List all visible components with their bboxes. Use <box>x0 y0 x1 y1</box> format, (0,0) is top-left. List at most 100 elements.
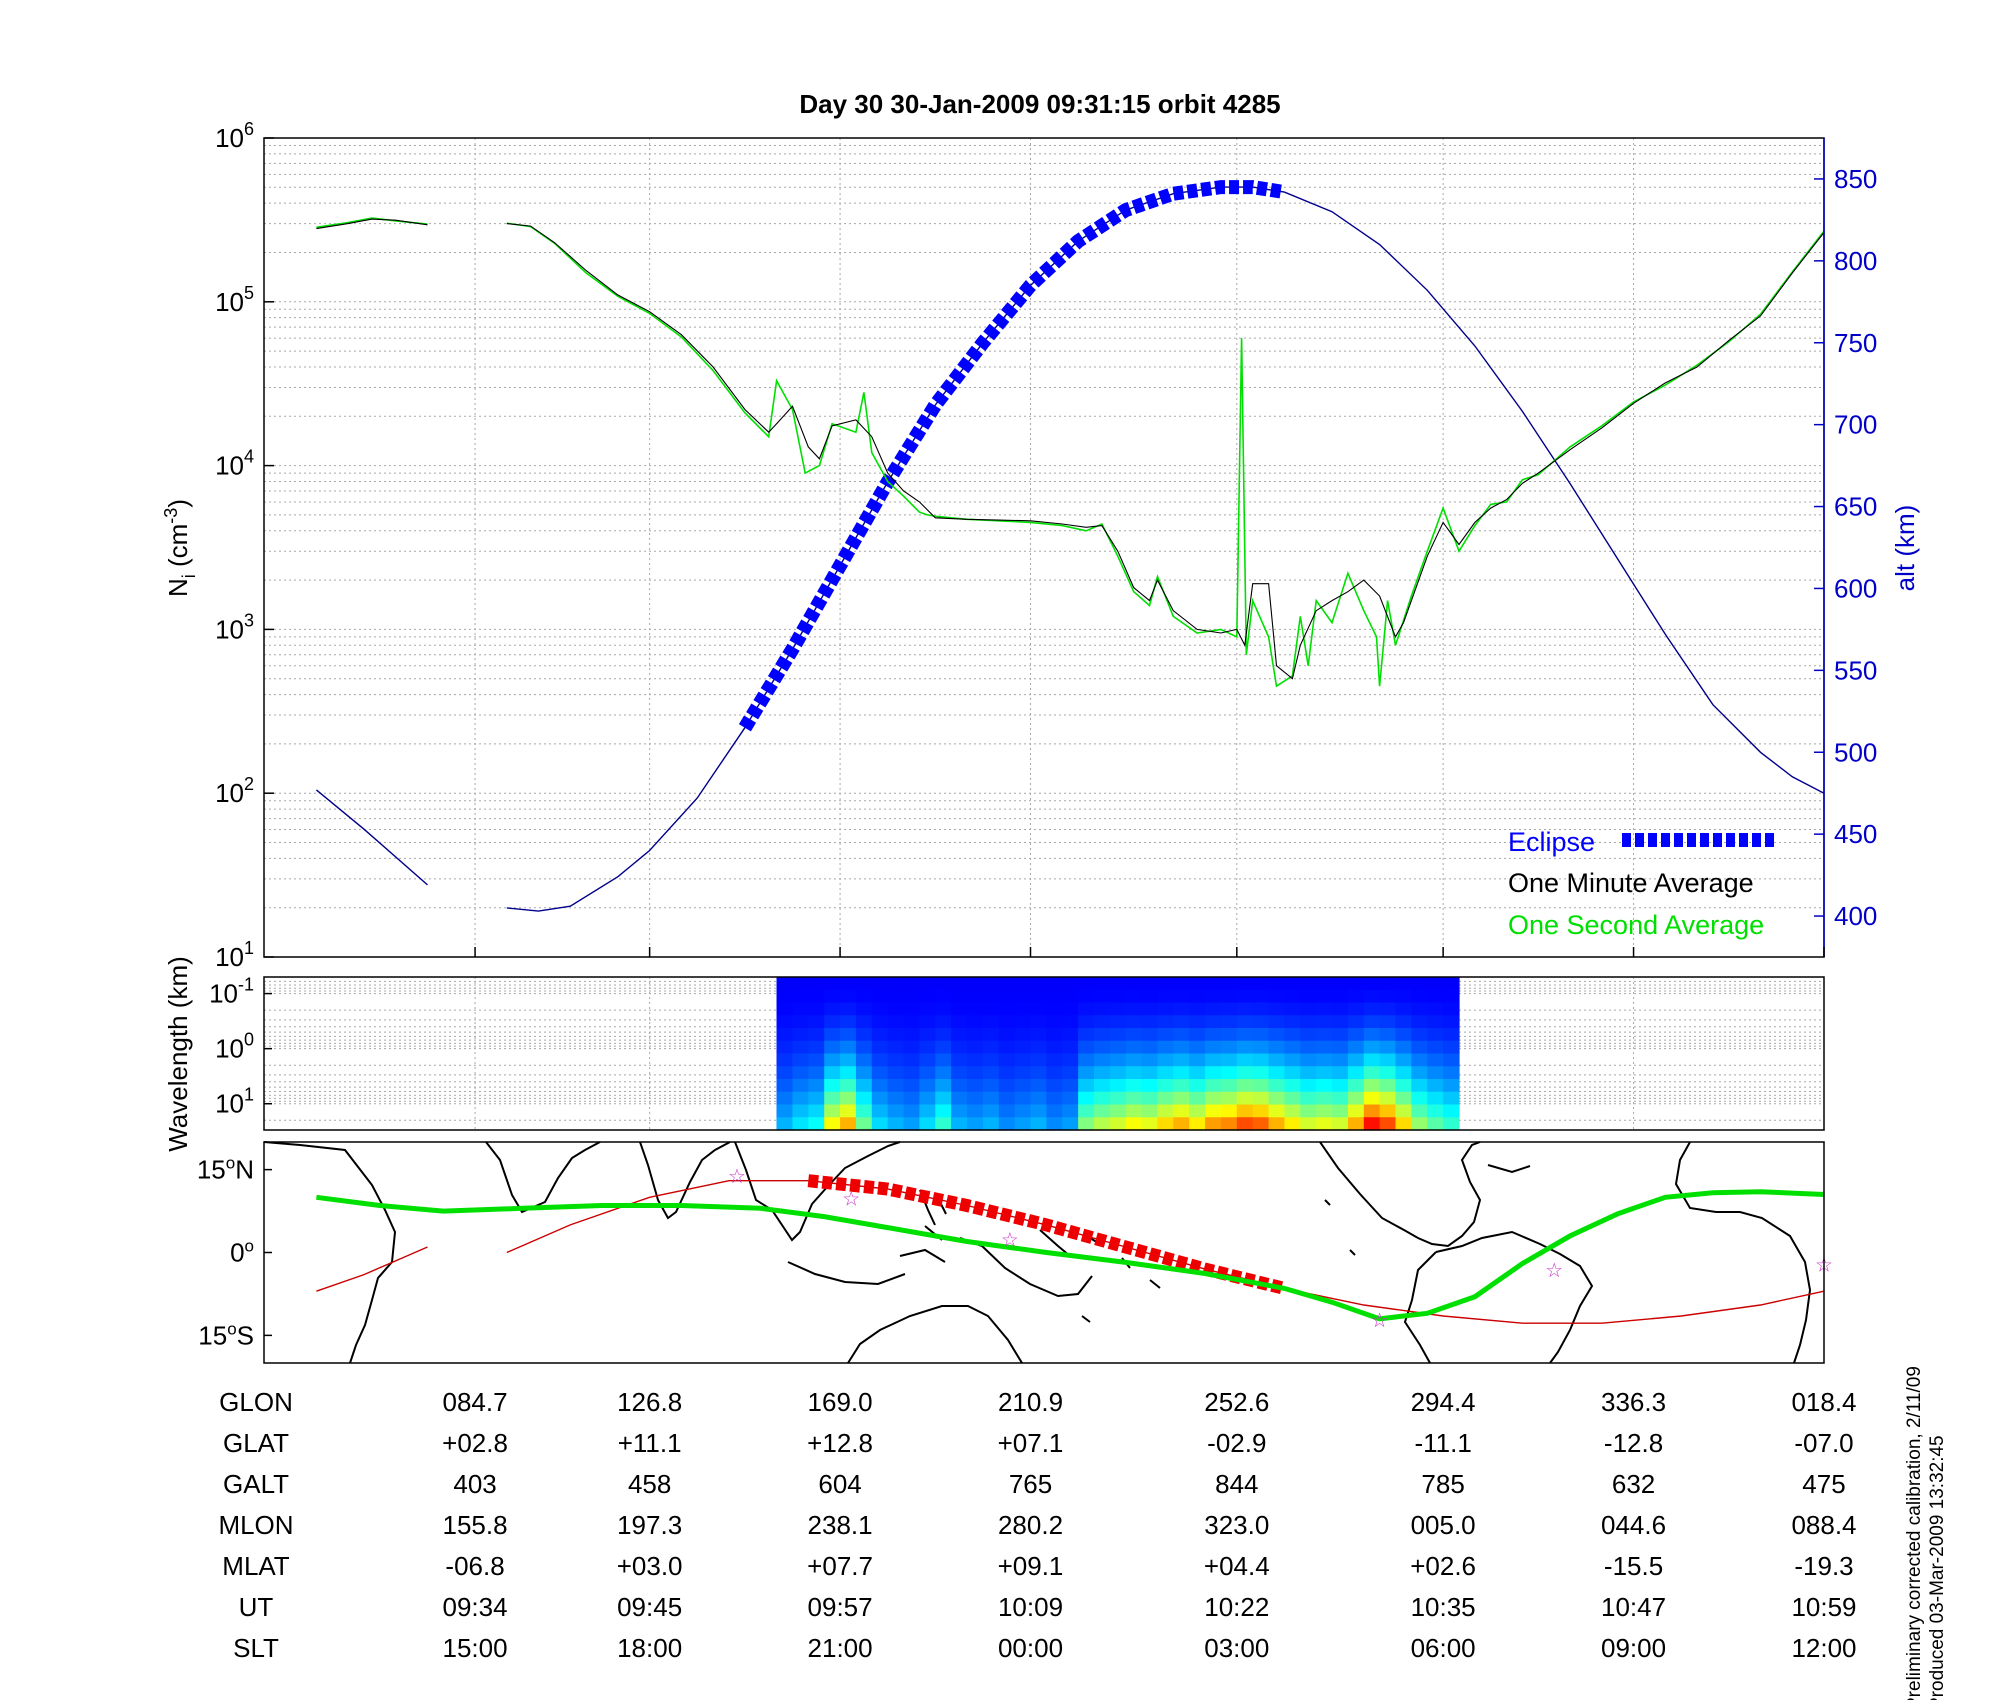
spectrogram-cell <box>1300 1053 1317 1067</box>
spectrogram-cell <box>967 1104 984 1118</box>
spectrogram-cell <box>1395 1066 1412 1080</box>
spectrogram-cell <box>1046 989 1063 1004</box>
spectrogram-cell <box>1268 1079 1286 1093</box>
spectrogram-cell <box>1379 1079 1397 1093</box>
spectrogram-cell <box>1014 1015 1032 1029</box>
spectrogram-cell <box>855 1002 873 1016</box>
spectrogram-cell <box>1236 1015 1254 1029</box>
spectrogram-cell <box>808 1015 825 1029</box>
degree-mark: o <box>227 1319 236 1338</box>
spectrogram-cell <box>951 1028 968 1042</box>
spectrogram-cell <box>1014 989 1032 1004</box>
spectrogram-cell <box>776 1028 794 1042</box>
spectrogram-cell <box>1093 1028 1111 1042</box>
spectrogram-cell <box>1427 1104 1444 1118</box>
spectrogram-cell <box>1046 1015 1063 1029</box>
spectrogram-cell <box>871 989 889 1004</box>
spectrogram-cell <box>1173 1091 1190 1106</box>
spectrogram-cell <box>1173 1002 1190 1016</box>
altitude-tick-label: 550 <box>1834 655 1877 685</box>
spectrogram-cell <box>1347 1002 1365 1016</box>
spectrogram-cell <box>1220 1015 1238 1029</box>
spectrogram-cell <box>1125 977 1143 991</box>
spectrogram-cell <box>903 1028 921 1042</box>
spectrogram-cell <box>1109 1117 1127 1131</box>
density-y-tick-label-base: 10 <box>215 778 244 808</box>
spectrogram-cell <box>1046 977 1063 991</box>
spectrogram-cell <box>1157 1079 1174 1093</box>
spectrogram-cell <box>1205 1091 1222 1106</box>
spectrogram-cell <box>808 989 825 1004</box>
legend-second-label: One Second Average <box>1508 910 1764 940</box>
spectrogram-cell <box>1078 1002 1095 1016</box>
spectrogram-cell <box>903 1104 921 1118</box>
map-tracks: ☆☆☆☆☆ ☆ <box>316 1166 1833 1332</box>
spectrogram-cell <box>1427 1066 1444 1080</box>
spectrogram-cell <box>1443 1117 1460 1131</box>
spectrogram-cell <box>998 977 1016 991</box>
table-cell: 088.4 <box>1791 1510 1856 1540</box>
spectrogram-cell <box>1427 1117 1444 1131</box>
spectrogram-cell <box>1363 1117 1381 1131</box>
spectrogram-cell <box>998 1066 1016 1080</box>
spectrogram-cell <box>1347 1015 1365 1029</box>
table-row-label: MLON <box>218 1510 293 1540</box>
coastline-australia <box>847 1305 1023 1364</box>
altitude-ticks: 400 450 500 550 600 650 700 750 800 850 <box>1814 164 1877 931</box>
spectrogram-cell <box>840 989 857 1004</box>
map-y-tick-number: 0 <box>230 1238 244 1268</box>
table-cell: +02.6 <box>1410 1551 1476 1581</box>
spectrogram-cell <box>1443 1028 1460 1042</box>
spectrogram-cell <box>1014 1053 1032 1067</box>
spectrogram-cell <box>1347 1091 1365 1106</box>
spectrogram-cell <box>1427 977 1444 991</box>
spectrogram-cell <box>1252 1066 1270 1080</box>
spectrogram-cell <box>855 1066 873 1080</box>
spectrogram-cell <box>998 1117 1016 1131</box>
density-y-tick-label-exponent: 1 <box>244 938 254 958</box>
spectrogram-cell <box>1220 989 1238 1004</box>
spectrogram-cell <box>1332 989 1349 1004</box>
spectrogram-cell <box>1030 1015 1047 1029</box>
spectrogram-cell <box>1427 1015 1444 1029</box>
spectrogram-cell <box>776 989 794 1004</box>
spectrogram-cell <box>1141 1104 1159 1118</box>
spectrogram-cell <box>1332 1053 1349 1067</box>
density-y-tick-label: 106 <box>215 119 254 153</box>
spectrogram-cell <box>1189 1028 1206 1042</box>
spectrogram-cell <box>1268 1015 1286 1029</box>
spectrogram-cell <box>792 1028 809 1042</box>
spectrogram-cell <box>1014 1104 1032 1118</box>
spectrogram-cell <box>1093 1079 1111 1093</box>
altitude-tick-label: 750 <box>1834 328 1877 358</box>
spectrogram-cell <box>1125 1066 1143 1080</box>
map-y-tick-label: 15oN <box>197 1154 254 1185</box>
spectrogram-cell <box>1268 1091 1286 1106</box>
spectrogram-cell <box>1284 1040 1301 1055</box>
spectrogram-cell <box>1363 1002 1381 1016</box>
spectrogram-cell <box>1093 989 1111 1004</box>
spectrogram-cell <box>1205 1104 1222 1118</box>
spectrogram-cell <box>1125 1015 1143 1029</box>
table-cell: 169.0 <box>808 1387 873 1417</box>
spectrogram-cell <box>1173 1079 1190 1093</box>
spectrogram-cell <box>1173 1015 1190 1029</box>
table-cell: 197.3 <box>617 1510 682 1540</box>
spectrogram-cell <box>967 1053 984 1067</box>
spectrogram-cell <box>1062 1002 1079 1016</box>
spectrogram-cell <box>1062 1028 1079 1042</box>
spectrogram-cell <box>1300 1002 1317 1016</box>
table-cell: +09.1 <box>998 1551 1064 1581</box>
spectrogram-cell <box>1347 1104 1365 1118</box>
spectrogram-cell <box>887 1028 905 1042</box>
spectrogram-cell <box>1284 989 1301 1004</box>
spectrogram-cell <box>1157 1015 1174 1029</box>
spectrogram-cell <box>1078 1079 1095 1093</box>
density-plot-area <box>264 138 1824 957</box>
spectrogram-cell <box>1173 1053 1190 1067</box>
spectrogram-cell <box>1379 1040 1397 1055</box>
spectrogram-cell <box>1046 1002 1063 1016</box>
spectrogram-cell <box>1125 989 1143 1004</box>
